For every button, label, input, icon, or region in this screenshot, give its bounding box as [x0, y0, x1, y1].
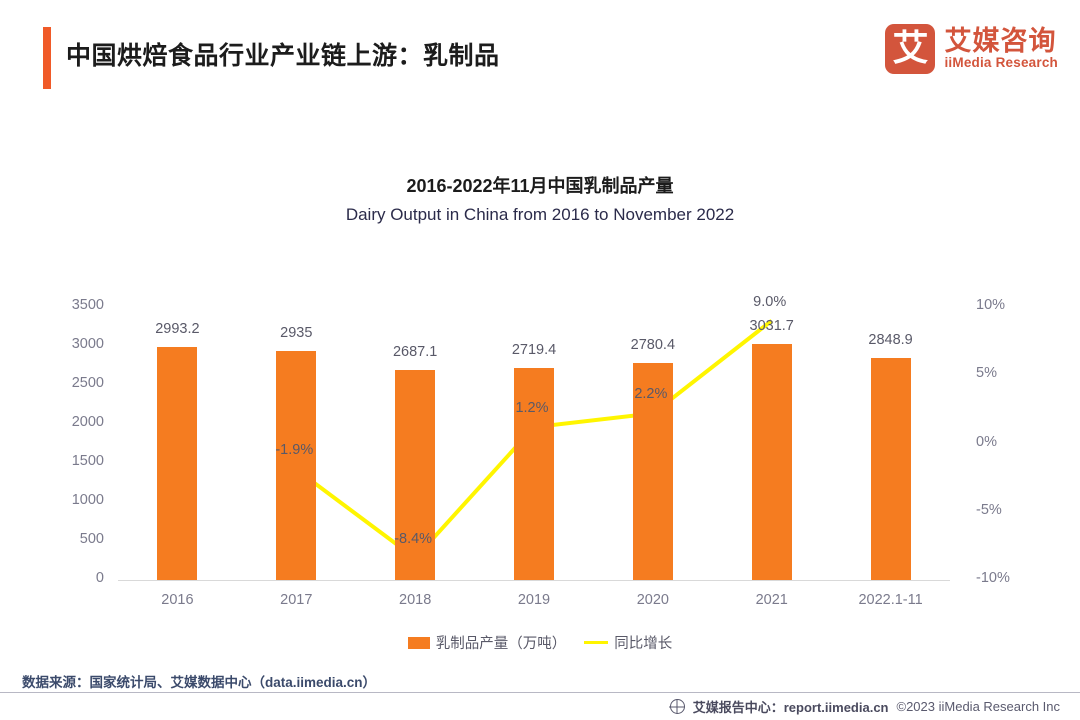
- bar[interactable]: [751, 343, 792, 580]
- bar-value-label: 2848.9: [868, 331, 913, 348]
- logo-text: 艾媒咨询 iiMedia Research: [944, 25, 1058, 72]
- bar[interactable]: [632, 363, 673, 580]
- logo-name-cn: 艾媒咨询: [944, 25, 1057, 56]
- bar-value-label: 2993.2: [155, 320, 200, 337]
- y-axis-tick-right: 0%: [976, 433, 997, 450]
- bar[interactable]: [870, 357, 911, 580]
- chart-subtitle: Dairy Output in China from 2016 to Novem…: [345, 205, 735, 224]
- x-axis-tick: 2020: [636, 592, 669, 608]
- bar[interactable]: [395, 370, 436, 580]
- legend-label-line: 同比增长: [614, 636, 673, 652]
- y-axis-tick-left: 3000: [71, 336, 104, 352]
- bar-value-label: 2935: [280, 325, 313, 342]
- y-axis-tick-right: -5%: [976, 501, 1002, 518]
- brand-logo: 艾 艾媒咨询 iiMedia Research: [885, 24, 1058, 74]
- y-axis-tick-left: 2500: [71, 375, 104, 391]
- x-axis-tick: 2022.1-11: [858, 592, 923, 608]
- line-point-label: -1.9%: [275, 442, 314, 459]
- bar[interactable]: [514, 367, 554, 580]
- x-axis-tick: 2016: [161, 592, 194, 608]
- chart-plot-area: [118, 307, 950, 580]
- data-source-note: 数据来源：国家统计局、艾媒数据中心（data.iimedia.cn）: [22, 675, 377, 690]
- report-center-link[interactable]: 艾媒报告中心：report.iimedia.cn: [692, 700, 889, 715]
- page-footer: 艾媒报告中心：report.iimedia.cn ©2023 iiMedia R…: [669, 697, 1061, 716]
- legend-item-line[interactable]: 同比增长: [584, 632, 672, 653]
- title-accent-bar: [43, 27, 51, 89]
- chart-title: 2016-2022年11月中国乳制品产量: [406, 176, 674, 196]
- logo-glyph-icon: 艾: [885, 24, 936, 74]
- legend-item-bars[interactable]: 乳制品产量（万吨）: [407, 632, 567, 653]
- bar[interactable]: [157, 346, 198, 580]
- x-axis-tick: 2018: [399, 592, 432, 608]
- y-axis-tick-right: -10%: [976, 570, 1010, 586]
- y-axis-tick-left: 3500: [71, 297, 104, 313]
- line-point-label: 9.0%: [753, 293, 787, 310]
- y-axis-tick-left: 1500: [71, 453, 104, 469]
- legend-swatch-line-icon: [584, 640, 609, 645]
- x-axis-tick: 2021: [755, 592, 788, 608]
- page-header: 中国烘焙食品行业产业链上游：乳制品 艾 艾媒咨询 iiMedia Researc…: [0, 0, 1080, 105]
- y-axis-tick-left: 1000: [71, 492, 104, 508]
- bar-value-label: 3031.7: [749, 317, 794, 334]
- copyright-text: ©2023 iiMedia Research Inc: [896, 699, 1061, 714]
- legend-swatch-bar-icon: [407, 636, 430, 649]
- bar-value-label: 2780.4: [630, 337, 676, 354]
- line-point-label: -8.4%: [394, 531, 433, 548]
- legend-label-bars: 乳制品产量（万吨）: [435, 636, 567, 652]
- y-axis-tick-left: 500: [79, 531, 104, 547]
- bar-value-label: 2687.1: [392, 344, 438, 361]
- line-point-label: 2.2%: [634, 386, 668, 403]
- y-axis-tick-right: 5%: [976, 365, 997, 382]
- y-axis-tick-left: 0: [95, 570, 104, 586]
- logo-name-en: iiMedia Research: [944, 55, 1058, 71]
- globe-icon: [669, 699, 685, 714]
- line-point-label: 1.2%: [515, 400, 549, 417]
- page-title: 中国烘焙食品行业产业链上游：乳制品: [66, 42, 500, 70]
- bar-value-label: 2719.4: [511, 341, 557, 358]
- chart-legend: 乳制品产量（万吨） 同比增长: [0, 632, 1080, 653]
- y-axis-tick-right: 10%: [976, 297, 1006, 313]
- y-axis-tick-left: 2000: [71, 414, 104, 430]
- axis-baseline: [118, 580, 950, 581]
- x-axis-tick: 2017: [280, 592, 313, 608]
- x-axis-tick: 2019: [517, 592, 551, 608]
- footer-divider: [0, 692, 1080, 693]
- bar[interactable]: [276, 351, 317, 580]
